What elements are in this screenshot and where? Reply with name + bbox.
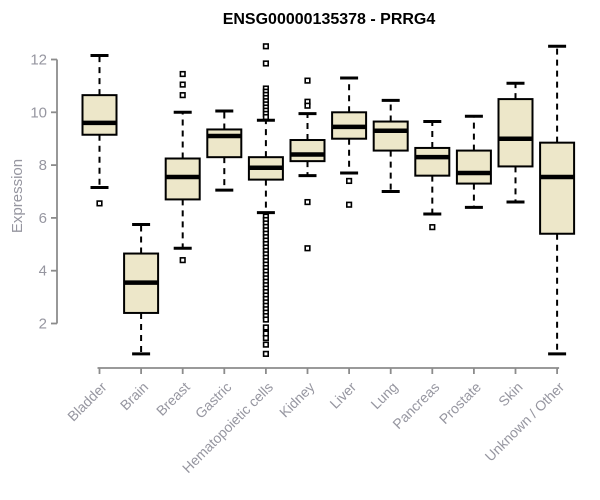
category-label-prostate: Prostate bbox=[436, 379, 484, 427]
category-label-brain: Brain bbox=[117, 379, 151, 413]
box-liver bbox=[331, 76, 368, 208]
outlier-point bbox=[96, 200, 103, 207]
category-label-breast: Breast bbox=[153, 379, 193, 419]
outlier-point bbox=[262, 60, 270, 67]
outlier-point bbox=[345, 177, 353, 185]
outlier-point bbox=[262, 316, 270, 323]
box-prostate bbox=[455, 114, 492, 209]
box-unknown-other bbox=[539, 44, 576, 356]
y-tick-label: 4 bbox=[39, 263, 47, 280]
category-label-liver: Liver bbox=[326, 379, 359, 412]
category-label-unknown-other: Unknown / Other bbox=[482, 379, 568, 465]
outlier-point bbox=[429, 224, 436, 231]
y-tick-label: 6 bbox=[39, 210, 47, 227]
iqr-box bbox=[81, 94, 118, 136]
outlier-point bbox=[262, 341, 270, 348]
box-gastric bbox=[206, 109, 243, 192]
outlier-point bbox=[179, 70, 186, 78]
category-label-skin: Skin bbox=[495, 379, 526, 410]
outlier-point bbox=[304, 245, 311, 252]
box-lung bbox=[372, 98, 409, 193]
category-label-bladder: Bladder bbox=[64, 379, 110, 425]
outlier-point bbox=[262, 334, 270, 342]
iqr-box bbox=[289, 139, 326, 163]
y-tick-label: 8 bbox=[39, 157, 47, 174]
iqr-box bbox=[414, 146, 451, 177]
outlier-point bbox=[345, 201, 353, 208]
outlier-point bbox=[179, 92, 186, 99]
iqr-box bbox=[497, 98, 534, 168]
outlier-point bbox=[262, 350, 270, 357]
box-bladder bbox=[81, 54, 118, 207]
y-tick-label: 10 bbox=[30, 104, 47, 121]
category-label-kidney: Kidney bbox=[276, 379, 318, 421]
outlier-point bbox=[262, 113, 270, 121]
chart-title: ENSG00000135378 - PRRG4 bbox=[223, 11, 436, 28]
outlier-point bbox=[179, 81, 186, 88]
iqr-box bbox=[455, 149, 492, 185]
category-label-lung: Lung bbox=[367, 379, 400, 412]
outlier-point bbox=[179, 257, 186, 264]
outlier-point bbox=[262, 324, 270, 331]
box-brain bbox=[123, 223, 160, 356]
box-skin bbox=[497, 81, 534, 204]
box-breast bbox=[164, 70, 201, 264]
outlier-point bbox=[304, 77, 311, 84]
iqr-box bbox=[539, 141, 576, 235]
box-hematopoietic-cells bbox=[247, 43, 284, 357]
outlier-point bbox=[304, 102, 311, 109]
outlier-point bbox=[304, 198, 311, 206]
iqr-box bbox=[372, 120, 409, 152]
outlier-point bbox=[262, 43, 270, 50]
iqr-box bbox=[206, 128, 243, 159]
box-kidney bbox=[289, 77, 326, 252]
y-tick-label: 12 bbox=[30, 52, 47, 69]
y-tick-label: 2 bbox=[39, 316, 47, 333]
y-axis-title: Expression bbox=[9, 159, 26, 233]
box-pancreas bbox=[414, 120, 451, 231]
